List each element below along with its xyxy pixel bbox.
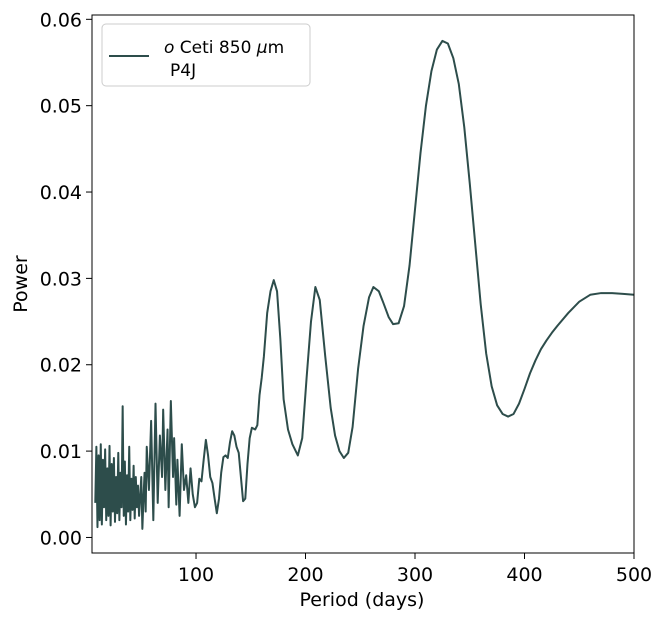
x-tick-label: 100 bbox=[178, 564, 214, 586]
x-tick-label: 200 bbox=[287, 564, 323, 586]
legend-entry-label: o Ceti 850 μm bbox=[164, 38, 284, 58]
legend-mu: μ bbox=[256, 38, 268, 58]
legend-omicron: o bbox=[164, 38, 174, 58]
x-axis-label: Period (days) bbox=[300, 589, 425, 611]
legend-unit: m bbox=[268, 38, 285, 58]
legend-ceti-text: Ceti 850 bbox=[174, 38, 256, 58]
y-tick-label: 0.06 bbox=[40, 9, 82, 31]
y-tick-label: 0.02 bbox=[40, 355, 82, 377]
y-tick-label: 0.01 bbox=[40, 441, 82, 463]
legend: o Ceti 850 μm P4J bbox=[101, 23, 311, 87]
x-tick-label: 400 bbox=[506, 564, 542, 586]
y-tick-label: 0.04 bbox=[40, 182, 82, 204]
legend-box bbox=[101, 23, 311, 87]
y-tick-label: 0.05 bbox=[40, 96, 82, 118]
legend-entry-label-line2: P4J bbox=[170, 61, 196, 81]
x-tick-label: 300 bbox=[397, 564, 433, 586]
axis-ticks: 100 200 300 400 500 0.00 0.01 0.02 0.03 0.04 0.05 0… bbox=[40, 9, 652, 586]
x-tick-label: 500 bbox=[616, 564, 652, 586]
plot-frame bbox=[91, 14, 635, 554]
series-layer bbox=[94, 39, 635, 530]
y-tick-label: 0.03 bbox=[40, 268, 82, 290]
y-tick-label: 0.00 bbox=[40, 527, 82, 549]
y-axis-label: Power bbox=[10, 255, 32, 313]
power-series-line bbox=[94, 39, 635, 530]
